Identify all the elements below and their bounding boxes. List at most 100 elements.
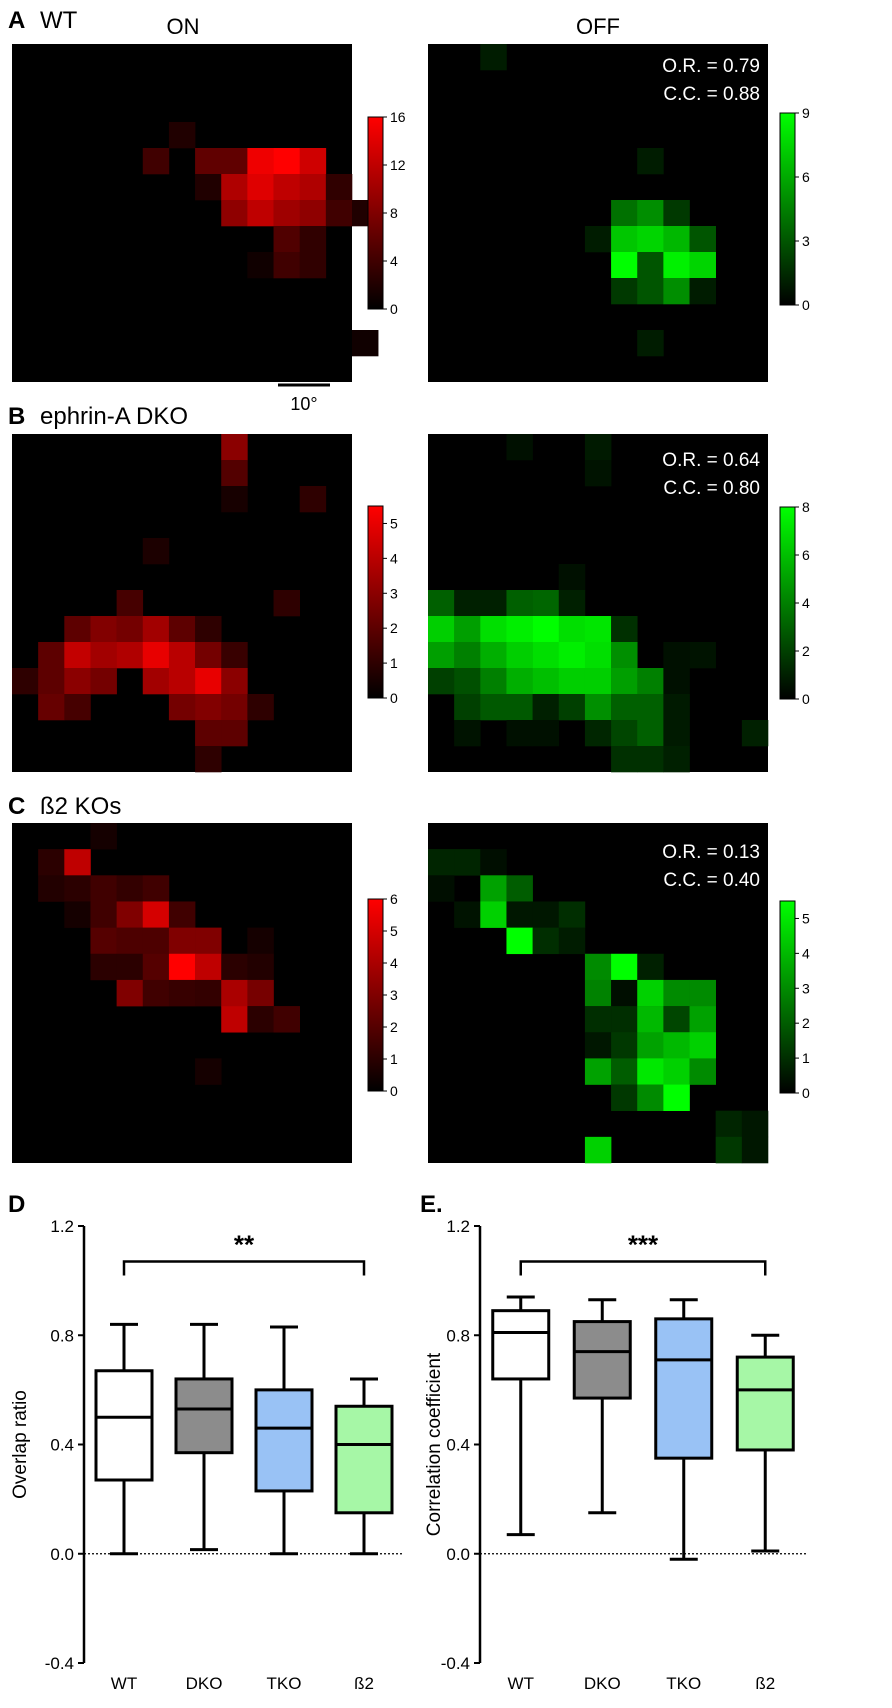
heatmap-cell	[116, 642, 144, 669]
heatmap-cell	[506, 901, 533, 928]
colorbar-tick-label: 12	[390, 157, 406, 173]
heatmap-cell	[480, 901, 507, 928]
heatmap-cell	[611, 1084, 638, 1111]
heatmap-cell	[689, 278, 716, 305]
x-tick-label: ß2	[354, 1674, 374, 1693]
y-tick-label: -0.4	[45, 1654, 74, 1673]
heatmap-cell	[38, 694, 65, 721]
heatmap-cell	[506, 642, 533, 669]
colorbar-tick-label: 0	[802, 1085, 810, 1101]
heatmap-cell	[506, 875, 533, 902]
heatmap-cell	[663, 226, 690, 253]
heatmap-cell	[142, 538, 170, 565]
heatmap-cell	[116, 875, 144, 902]
heatmap-cell	[558, 927, 586, 955]
heatmap-cell	[637, 1032, 664, 1059]
heatmap-cell	[506, 927, 533, 955]
y-tick-label: 1.2	[50, 1217, 74, 1236]
heatmap-cell	[247, 979, 274, 1007]
heatmap-cell	[168, 668, 196, 695]
heatmap-cell	[90, 953, 117, 981]
heatmap-cell	[637, 330, 664, 357]
heatmap-cell	[637, 979, 664, 1007]
heatmap-cell	[584, 616, 612, 643]
heatmap-cell	[90, 823, 117, 850]
heatmap-cell	[558, 694, 586, 721]
colorbar-tick-label: 1	[390, 1051, 398, 1067]
y-tick-label: 1.2	[446, 1217, 470, 1236]
heatmap-cell	[741, 1136, 769, 1164]
heatmap-off-a	[428, 44, 768, 382]
colorbar-tick-label: 4	[802, 595, 810, 611]
heatmap-cell	[221, 953, 248, 981]
colorbar-tick-label: 2	[390, 620, 398, 636]
heatmap-cell	[273, 174, 300, 201]
colorbar-off-b-ticks: 0 2 4 6 8	[795, 499, 810, 707]
heatmap-cell	[637, 694, 664, 721]
heatmap-cell	[480, 875, 507, 902]
box	[334, 1404, 394, 1515]
heatmap-cell	[637, 148, 664, 175]
heatmap-cell	[637, 1006, 664, 1033]
heatmap-cell	[90, 927, 117, 955]
heatmap-cell	[195, 953, 222, 981]
heatmap-cell	[611, 953, 638, 981]
heatmap-cell	[116, 616, 144, 643]
heatmap-cell	[142, 616, 170, 643]
heatmap-cell	[558, 901, 586, 928]
heatmap-cell	[532, 668, 560, 695]
heatmap-cell	[142, 953, 170, 981]
heatmap-cell	[90, 642, 117, 669]
row-label-b: ephrin-A DKO	[40, 403, 188, 430]
heatmap-cell	[689, 1006, 716, 1033]
heatmap-cell	[195, 668, 222, 695]
colorbar-tick-label: 16	[390, 109, 406, 125]
colorbar-tick-label: 3	[802, 980, 810, 996]
x-tick-label: TKO	[666, 1674, 701, 1693]
heatmap-cell	[637, 1084, 664, 1111]
heatmap-off-b-cells	[428, 434, 769, 773]
heatmap-cell	[64, 616, 91, 643]
y-tick-label: 0.8	[446, 1326, 470, 1345]
colorbar-off-c	[779, 900, 796, 1094]
colorbar-tick-label: 0	[390, 1083, 398, 1099]
heatmap-cell	[454, 849, 481, 876]
colorbar-on-b	[367, 505, 384, 699]
heatmap-cell	[116, 979, 144, 1007]
heatmap-cell	[247, 148, 274, 175]
heatmap-cell	[428, 849, 455, 876]
scale-bar-label: 10°	[290, 394, 317, 414]
y-axis-label: Correlation coefficient	[424, 1352, 445, 1536]
heatmap-cell	[741, 1110, 769, 1138]
heatmap-cell	[689, 226, 716, 253]
heatmap-on-b-cells	[12, 434, 327, 773]
heatmap-cell	[116, 590, 144, 617]
heatmap-cell	[273, 590, 300, 617]
heatmap-cell	[532, 616, 560, 643]
heatmap-cell	[637, 746, 664, 773]
heatmap-cell	[506, 616, 533, 643]
heatmap-cell	[480, 642, 507, 669]
heatmap-cell	[221, 720, 248, 747]
heatmap-cell	[247, 927, 274, 955]
heatmap-cell	[142, 875, 170, 902]
heatmap-cell	[273, 148, 300, 175]
heatmap-cell	[428, 616, 455, 643]
heatmap-cell	[506, 590, 533, 617]
heatmap-cell	[480, 694, 507, 721]
heatmap-cell	[689, 1032, 716, 1059]
heatmap-cell	[454, 668, 481, 695]
heatmap-cell	[611, 278, 638, 305]
heatmap-cell	[663, 668, 690, 695]
heatmap-cell	[299, 486, 327, 513]
colorbar-on-a	[367, 116, 384, 310]
colorbar-tick-label: 0	[802, 297, 810, 313]
heatmap-cell	[195, 148, 222, 175]
boxplot-e-plot: -0.4 0.0 0.4 0.8 1.2 Correlation coefficient W…	[424, 1217, 806, 1693]
y-tick-label: 0.4	[446, 1436, 470, 1455]
heatmap-cell	[584, 720, 612, 747]
box	[174, 1377, 234, 1455]
colorbar-tick-label: 4	[390, 550, 398, 566]
heatmap-cell	[741, 720, 769, 747]
